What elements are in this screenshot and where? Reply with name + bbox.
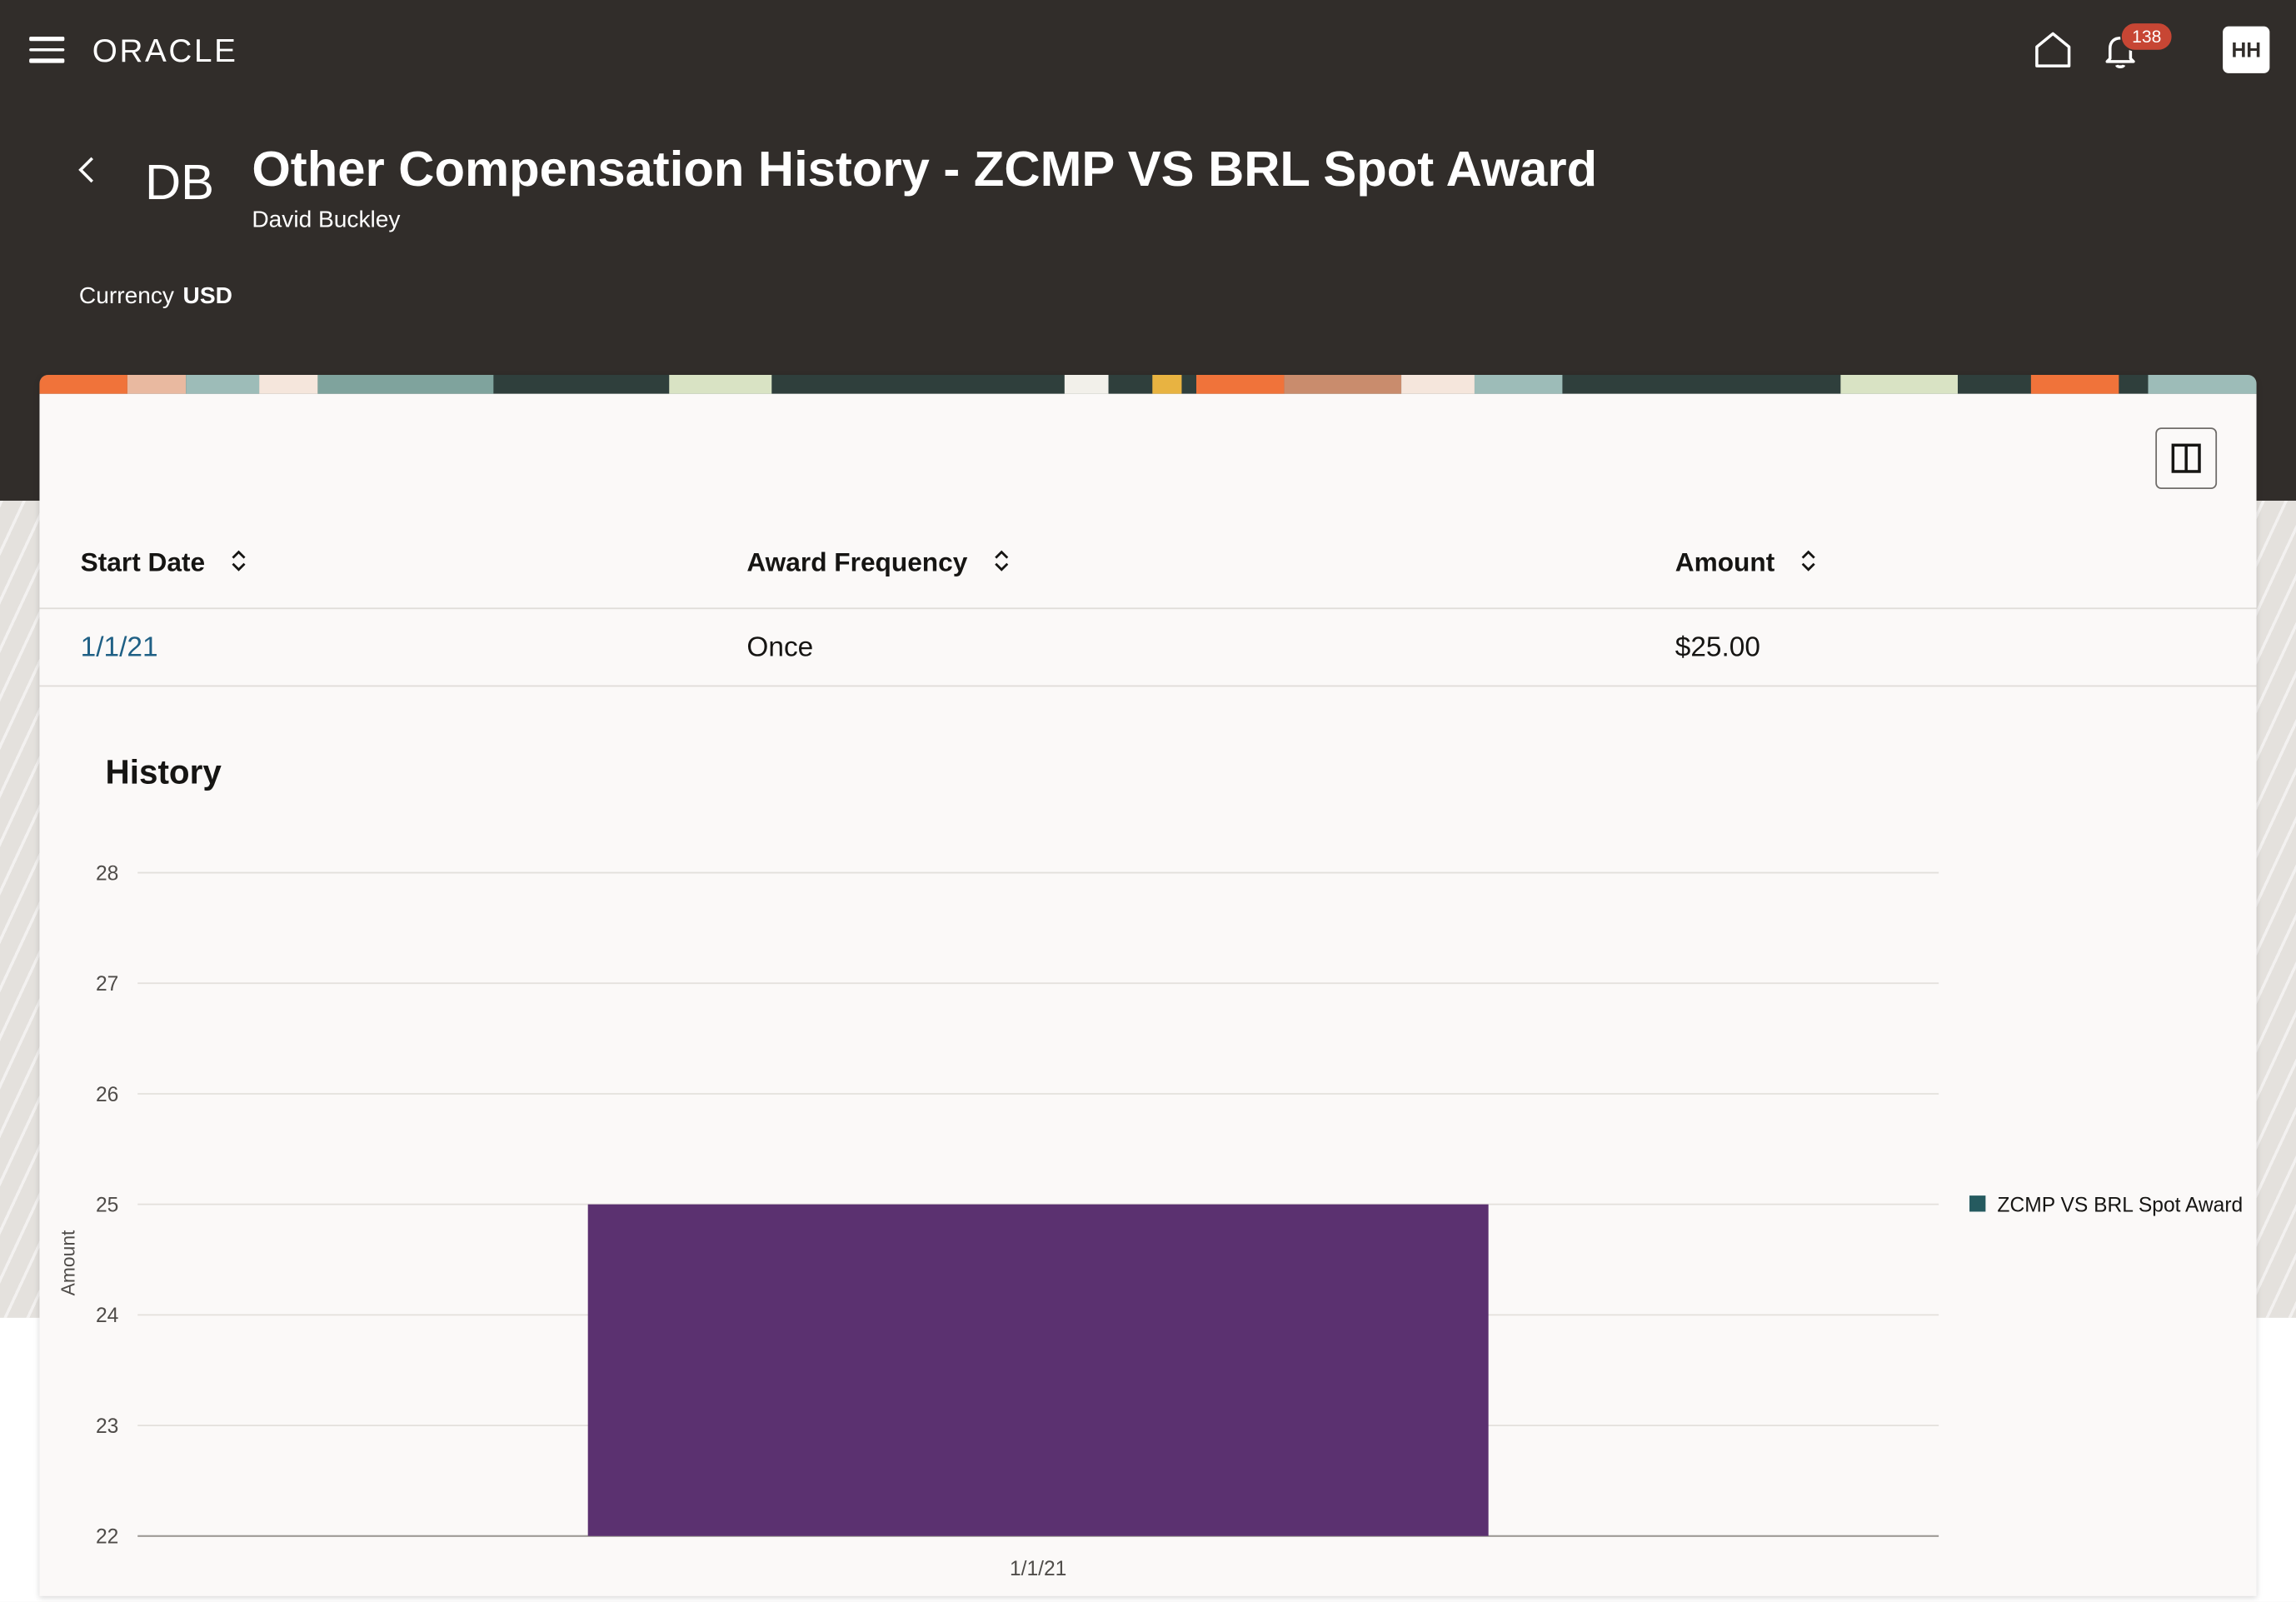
sort-icon	[994, 550, 1008, 571]
amount-cell: $25.00	[1675, 632, 1760, 664]
notification-count-badge: 138	[2120, 22, 2174, 52]
table-header-row: Start Date Award Frequency Amount	[39, 522, 2257, 610]
legend-marker	[1969, 1195, 1986, 1212]
award-frequency-cell: Once	[746, 632, 814, 664]
user-avatar[interactable]: HH	[2223, 26, 2270, 73]
column-header-label: Award Frequency	[746, 547, 968, 577]
menu-icon[interactable]	[29, 36, 65, 63]
decorative-banner	[39, 374, 2257, 394]
currency-value: USD	[182, 283, 232, 309]
bar	[587, 1204, 1489, 1536]
column-header-award-frequency[interactable]: Award Frequency	[746, 547, 1010, 578]
compensation-history-card: Start Date Award Frequency Amount 1/1/21…	[39, 374, 2257, 1596]
split-panel-icon	[2171, 443, 2201, 473]
y-axis-title: Amount	[57, 1230, 79, 1295]
back-icon[interactable]	[73, 152, 102, 187]
column-header-amount[interactable]: Amount	[1675, 547, 1817, 578]
x-tick-label: 1/1/21	[1010, 1558, 1066, 1580]
table-row[interactable]: 1/1/21 Once $25.00	[39, 609, 2257, 687]
y-tick-label: 27	[96, 973, 118, 996]
sort-icon	[232, 550, 246, 571]
history-bar-chart: 22 23 24 25 26 27 28 1/1/21 Amount ZCMP VS BRL Sp…	[57, 862, 2244, 1580]
currency-label: Currency	[78, 283, 174, 309]
y-tick-label: 25	[96, 1194, 118, 1216]
y-tick-label: 26	[96, 1084, 118, 1106]
column-header-label: Start Date	[80, 547, 206, 577]
currency-info: Currency USD	[79, 284, 232, 311]
person-initials: DB	[145, 155, 215, 212]
sort-icon	[1801, 550, 1815, 571]
column-header-label: Amount	[1675, 547, 1775, 577]
home-icon[interactable]	[2033, 29, 2074, 70]
page-title: Other Compensation History - ZCMP VS BRL…	[252, 142, 1598, 198]
y-tick-label: 28	[96, 862, 118, 885]
person-name: David Buckley	[252, 207, 401, 233]
y-tick-label: 24	[96, 1305, 118, 1327]
column-header-start-date[interactable]: Start Date	[81, 547, 247, 578]
history-section-title: History	[105, 752, 222, 791]
start-date-link[interactable]: 1/1/21	[80, 632, 158, 664]
legend-label: ZCMP VS BRL Spot Award	[1997, 1194, 2243, 1216]
split-view-button[interactable]	[2155, 427, 2218, 490]
oracle-logo: ORACLE	[92, 32, 238, 69]
y-tick-label: 22	[96, 1526, 118, 1549]
y-tick-label: 23	[96, 1415, 118, 1438]
